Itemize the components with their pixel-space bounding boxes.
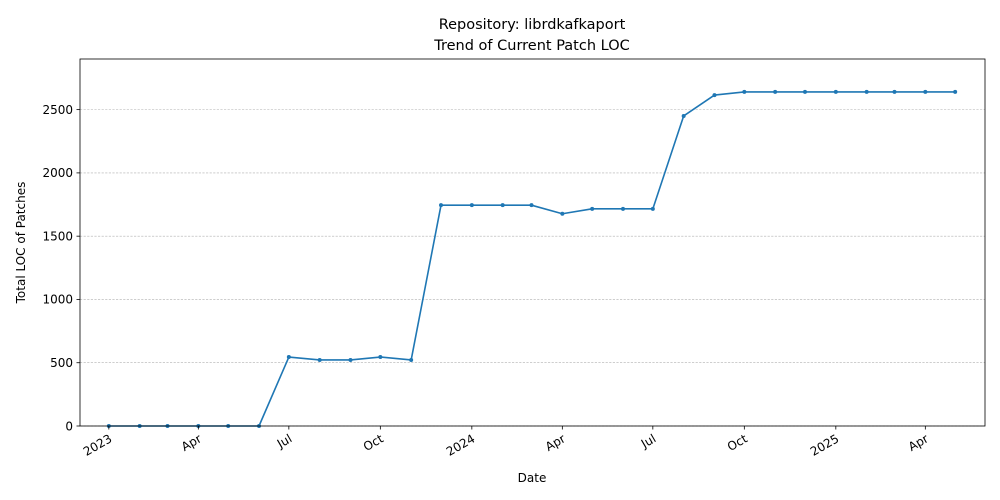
x-tick-label: 2024 [444, 431, 477, 458]
data-point [742, 89, 747, 94]
data-point [864, 89, 869, 94]
series-layer [106, 89, 958, 428]
x-tick-label: 2025 [808, 431, 841, 458]
series-line [108, 91, 956, 427]
x-tick-label: Oct [361, 431, 386, 454]
x-tick-label: Oct [725, 431, 750, 454]
data-point [560, 211, 565, 216]
chart-title: Repository: librdkafkaport [439, 17, 626, 33]
data-point [892, 89, 897, 94]
data-point [348, 357, 353, 362]
data-point [469, 203, 474, 208]
y-tick-label: 1500 [42, 229, 73, 243]
y-tick-label: 1000 [42, 293, 73, 307]
x-tick-label: Apr [543, 431, 568, 454]
data-point [317, 357, 322, 362]
x-tick-label: Apr [179, 431, 204, 454]
data-point [529, 203, 534, 208]
y-axis-title: Total LOC of Patches [14, 182, 28, 305]
x-tick-label: Jul [638, 431, 658, 451]
y-tick-label: 500 [50, 356, 73, 370]
data-point [500, 203, 505, 208]
y-tick-label: 2000 [42, 166, 73, 180]
x-tick-label: 2023 [81, 431, 114, 458]
data-point [773, 89, 778, 94]
data-point [286, 355, 291, 360]
data-point [681, 113, 686, 118]
data-point [953, 89, 958, 94]
y-tick-label: 0 [65, 419, 73, 433]
plot-frame [79, 58, 986, 427]
x-axis: 2023 Apr Jul Oct 2024 Apr Jul Oct 2025 Apr [81, 426, 931, 459]
data-point [833, 89, 838, 94]
x-tick-label: Jul [274, 431, 294, 451]
data-point [590, 206, 595, 211]
chart-subtitle: Trend of Current Patch LOC [433, 38, 629, 54]
x-axis-title: Date [518, 471, 547, 485]
data-point [712, 93, 717, 98]
data-point [650, 206, 655, 211]
data-point [439, 203, 444, 208]
x-tick-label: Apr [906, 431, 931, 454]
y-tick-label: 2500 [42, 103, 73, 117]
y-axis: 0 500 1000 1500 2000 2500 [42, 103, 80, 433]
data-point [621, 206, 625, 211]
grid-lines [80, 109, 985, 427]
data-point [802, 89, 807, 94]
data-point [378, 355, 383, 360]
data-point [409, 357, 414, 362]
data-point [923, 89, 928, 94]
